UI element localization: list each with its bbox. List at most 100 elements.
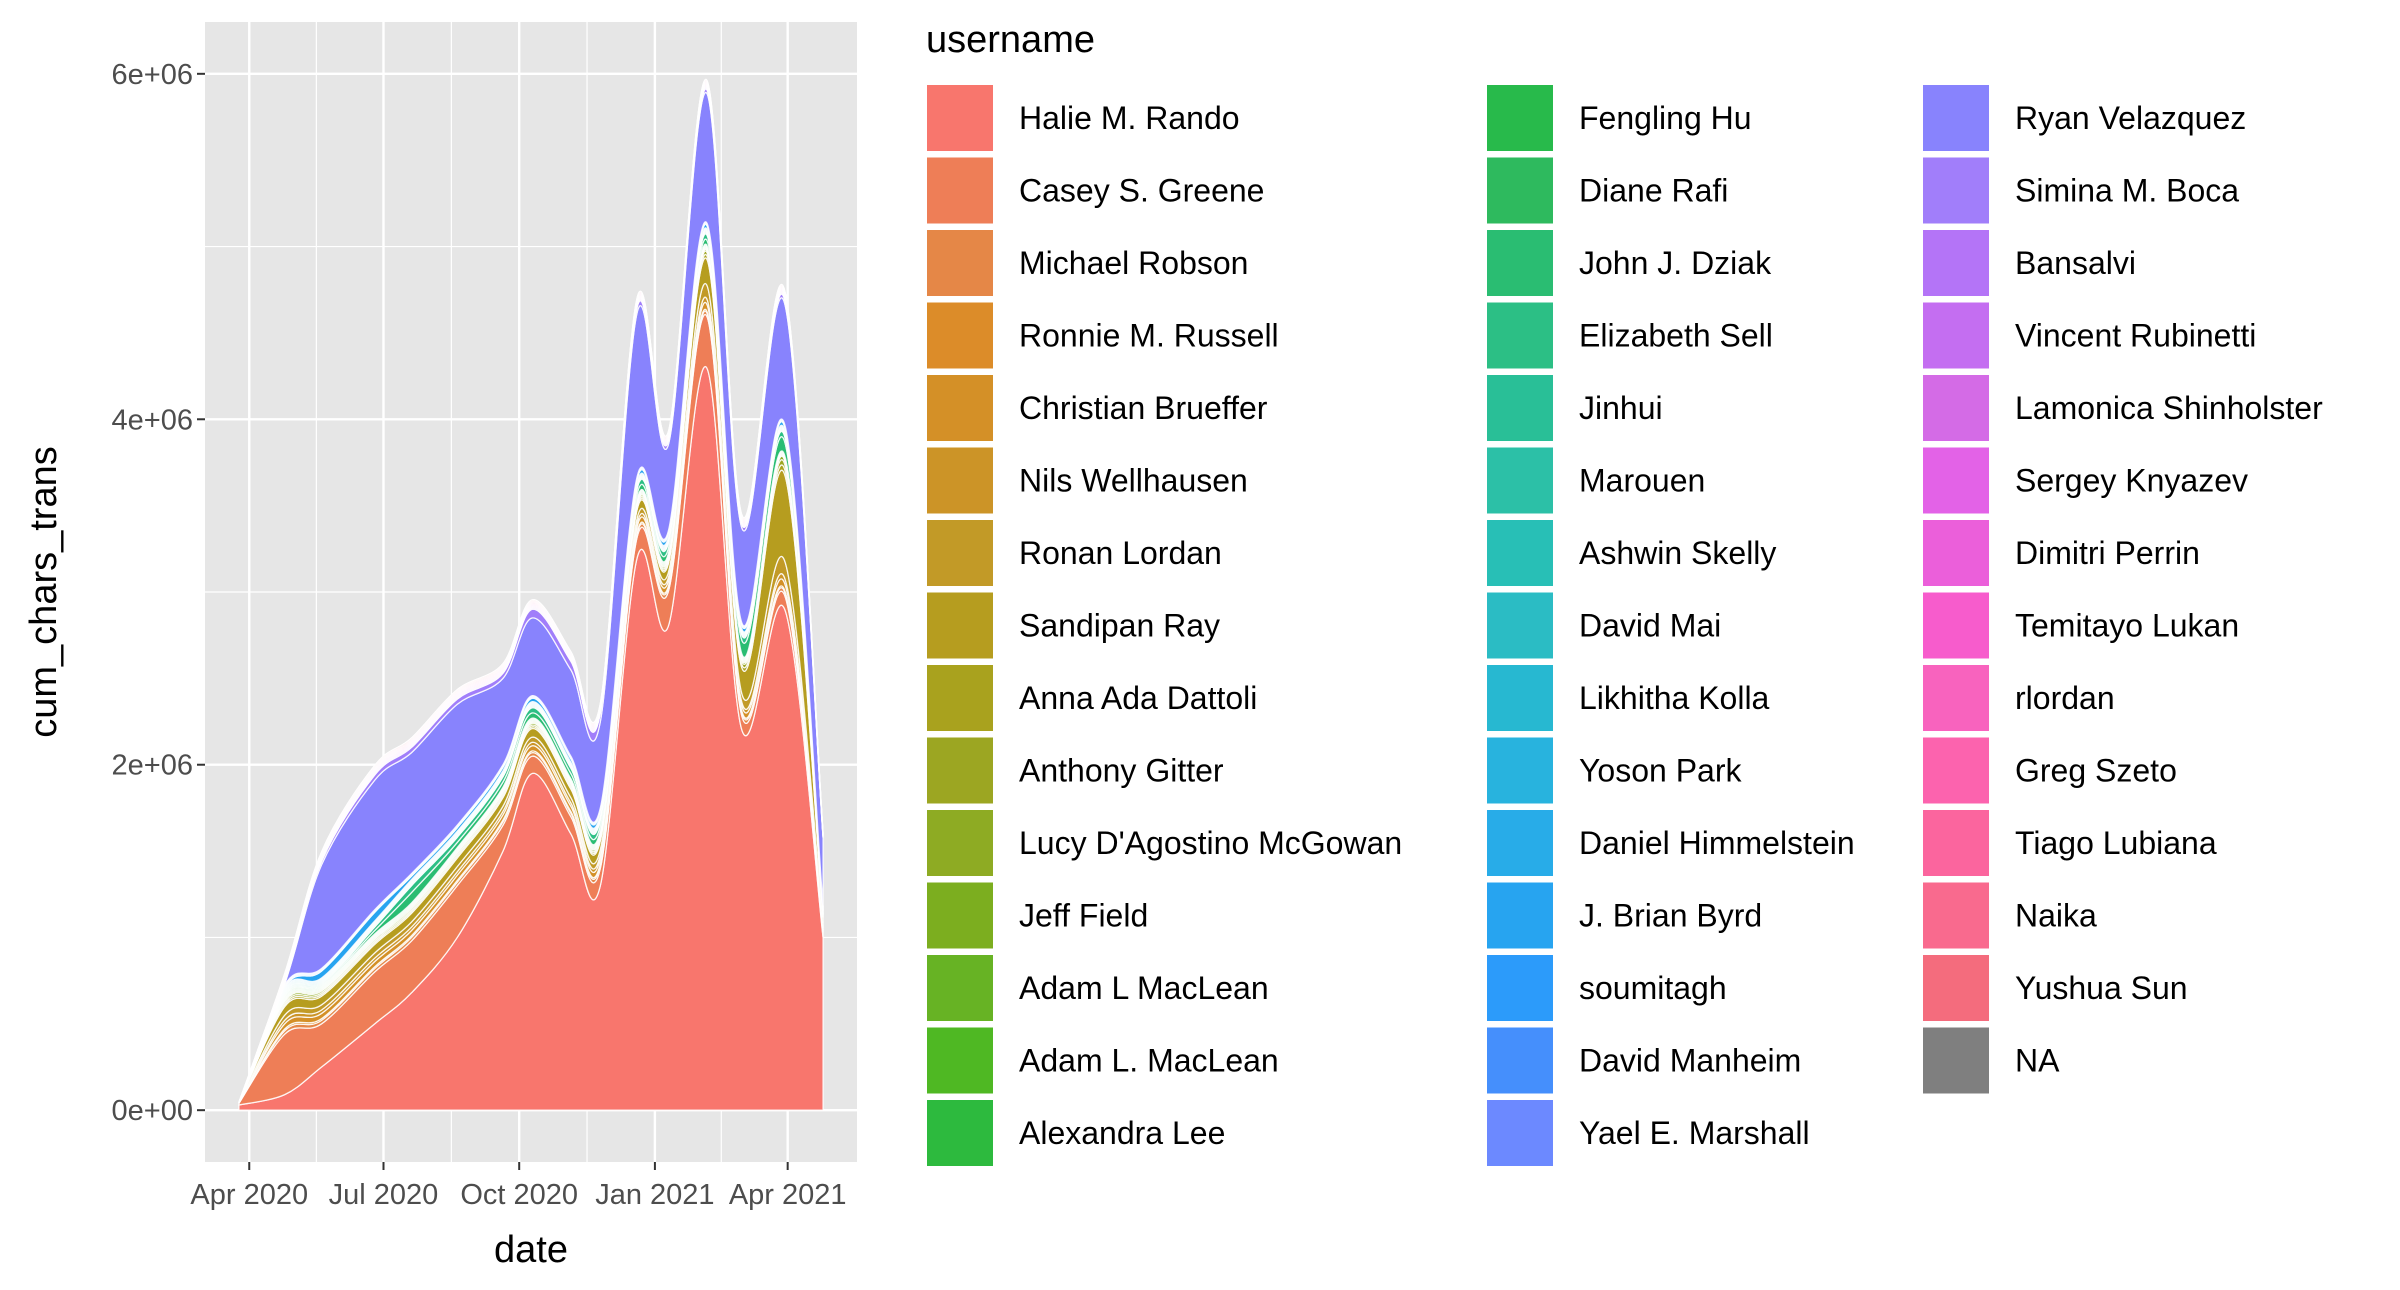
legend-label: Vincent Rubinetti (2015, 318, 2256, 354)
legend-label: David Manheim (1579, 1043, 1801, 1079)
legend-key (925, 300, 995, 371)
x-tick-label: Apr 2020 (190, 1179, 308, 1211)
x-tick-label: Jan 2021 (595, 1179, 714, 1211)
legend-key (1921, 663, 1991, 733)
legend-label: Fengling Hu (1579, 100, 1752, 136)
legend-key (1485, 880, 1555, 951)
legend-key (925, 83, 995, 153)
legend-label: Daniel Himmelstein (1579, 825, 1855, 861)
legend-key (1485, 83, 1555, 153)
legend-key (925, 590, 995, 661)
legend-label: Michael Robson (1019, 245, 1248, 281)
legend-label: Ronan Lordan (1019, 535, 1222, 571)
legend-label: Casey S. Greene (1019, 173, 1264, 209)
legend-label: Halie M. Rando (1019, 100, 1240, 136)
legend-key (1485, 663, 1555, 733)
legend-label: Sergey Knyazev (2015, 463, 2248, 499)
legend-label: Christian Brueffer (1019, 390, 1268, 426)
legend-label: Adam L. MacLean (1019, 1043, 1279, 1079)
legend-key (1485, 953, 1555, 1023)
legend-key (1485, 373, 1555, 443)
legend-label: Naika (2015, 898, 2097, 934)
legend-label: Adam L MacLean (1019, 970, 1269, 1006)
y-tick-label: 4e+06 (112, 404, 193, 436)
legend-label: soumitagh (1579, 970, 1727, 1006)
legend-key (1485, 155, 1555, 226)
legend-key (1485, 1025, 1555, 1096)
legend-key (1921, 1025, 1991, 1096)
legend-key (925, 663, 995, 733)
y-tick-label: 2e+06 (112, 750, 193, 782)
legend-key (925, 445, 995, 516)
legend-label: Anna Ada Dattoli (1019, 680, 1257, 716)
legend-key (925, 1098, 995, 1168)
legend-label: Simina M. Boca (2015, 173, 2239, 209)
legend-label: Lucy D'Agostino McGowan (1019, 825, 1402, 861)
legend-key (1485, 445, 1555, 516)
legend-key (1921, 155, 1991, 226)
legend-key (1921, 735, 1991, 806)
axes: 0e+00 2e+06 4e+06 6e+06 Apr 2020 Jul 2020 Oct … (112, 59, 847, 1211)
legend-label: J. Brian Byrd (1579, 898, 1762, 934)
legend-key (1485, 228, 1555, 298)
legend-key (1921, 445, 1991, 516)
legend-label: Elizabeth Sell (1579, 318, 1773, 354)
area-series-group (238, 79, 824, 1111)
legend-key (1485, 590, 1555, 661)
legend-label: Alexandra Lee (1019, 1115, 1225, 1151)
legend-label: Temitayo Lukan (2015, 608, 2239, 644)
legend-label: Diane Rafi (1579, 173, 1728, 209)
legend-label: David Mai (1579, 608, 1721, 644)
legend-key (925, 808, 995, 878)
legend-label: Greg Szeto (2015, 753, 2177, 789)
legend-key (925, 373, 995, 443)
legend-key (925, 953, 995, 1023)
legend-key (1921, 880, 1991, 951)
x-axis-title: date (494, 1229, 568, 1271)
legend-label: Marouen (1579, 463, 1705, 499)
legend-key (1921, 228, 1991, 298)
legend-key (1921, 808, 1991, 878)
y-axis-title: cum_chars_trans (23, 446, 65, 737)
legend-label: Jeff Field (1019, 898, 1148, 934)
legend-key (1485, 300, 1555, 371)
legend-label: Yushua Sun (2015, 970, 2188, 1006)
legend-key (925, 880, 995, 951)
legend-key (1921, 590, 1991, 661)
legend-label: Bansalvi (2015, 245, 2136, 281)
legend-label: Jinhui (1579, 390, 1663, 426)
legend-key (1921, 373, 1991, 443)
legend-label: Ashwin Skelly (1579, 535, 1776, 571)
legend-key (1485, 735, 1555, 806)
legend-label: Yael E. Marshall (1579, 1115, 1810, 1151)
area-series (238, 79, 824, 1103)
y-tick-label: 0e+00 (112, 1095, 193, 1127)
y-tick-label: 6e+06 (112, 59, 193, 91)
legend-key (925, 1025, 995, 1096)
legend-key (1921, 518, 1991, 588)
legend-label: rlordan (2015, 680, 2115, 716)
legend-key (1485, 518, 1555, 588)
legend-key (1485, 808, 1555, 878)
legend-label: Anthony Gitter (1019, 753, 1224, 789)
legend-key (1921, 83, 1991, 153)
legend-label: Sandipan Ray (1019, 608, 1220, 644)
legend-label: Tiago Lubiana (2015, 825, 2217, 861)
legend-label: Dimitri Perrin (2015, 535, 2200, 571)
legend-label: John J. Dziak (1579, 245, 1772, 281)
legend-key (1485, 1098, 1555, 1168)
legend-label: Ryan Velazquez (2015, 100, 2246, 136)
legend-key (1921, 300, 1991, 371)
legend-label: Ronnie M. Russell (1019, 318, 1279, 354)
legend-key (925, 518, 995, 588)
x-tick-label: Jul 2020 (329, 1179, 439, 1211)
legend-key (925, 155, 995, 226)
legend-title: username (926, 19, 1095, 61)
legend-label: NA (2015, 1043, 2060, 1079)
x-tick-label: Oct 2020 (460, 1179, 578, 1211)
legend: Halie M. Rando Casey S. Greene Michael Rob… (925, 83, 2323, 1168)
legend-key (925, 735, 995, 806)
legend-key (925, 228, 995, 298)
legend-label: Yoson Park (1579, 753, 1742, 789)
